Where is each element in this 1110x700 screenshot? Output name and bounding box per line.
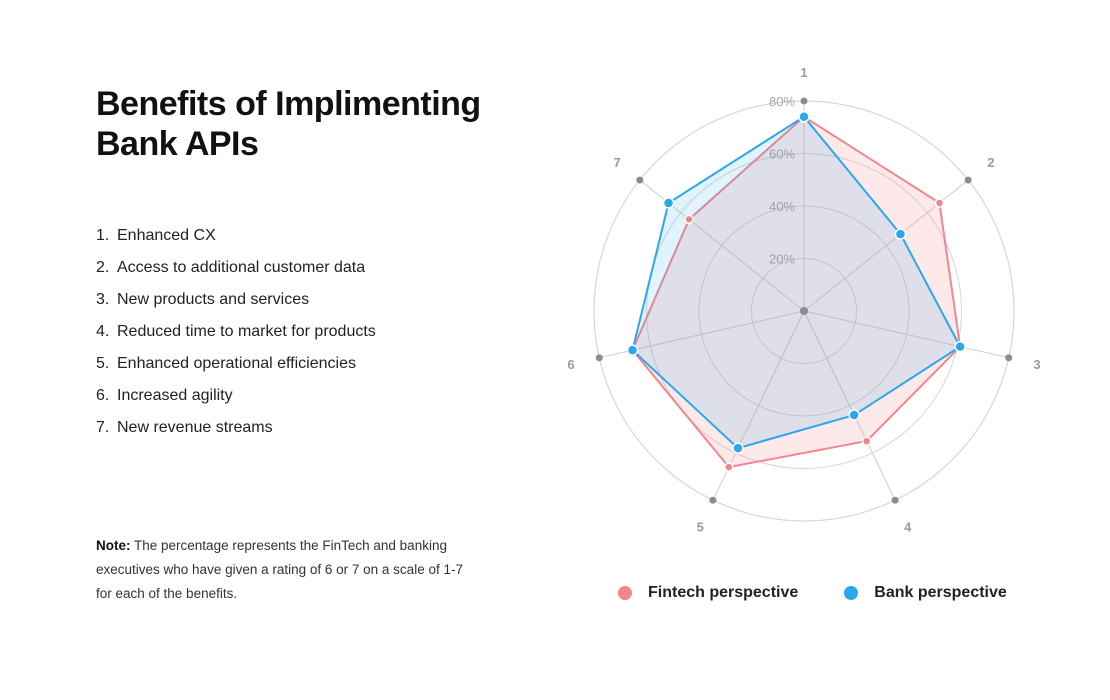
legend-swatch-fintech (618, 586, 632, 600)
ring-label: 60% (769, 147, 795, 162)
legend-label-bank: Bank perspective (874, 584, 1007, 601)
data-point-bank (894, 228, 907, 240)
radar-chart: 20% 40% 60% 80% 1 2 3 4 5 6 7 (567, 65, 1040, 534)
benefits-list: 1. Enhanced CX 2. Access to additional cus… (96, 224, 376, 448)
benefit-label: Increased agility (117, 387, 233, 404)
page-title: Benefits of Implimenting Bank APIs (96, 85, 481, 163)
data-point-bank (798, 111, 810, 123)
benefit-item: 1. Enhanced CX (96, 224, 376, 256)
data-point-fintech (724, 462, 734, 472)
benefit-label: New products and services (117, 291, 310, 308)
data-point-bank (662, 197, 675, 209)
axis-label: 1 (800, 65, 807, 80)
axis-label: 3 (1033, 357, 1040, 372)
benefit-item: 7. New revenue streams (96, 416, 376, 448)
data-point-fintech (861, 436, 872, 446)
axis-tip-dot (709, 496, 717, 504)
center-dot (800, 307, 808, 315)
data-point-bank (732, 442, 744, 454)
series-area-fintech (631, 115, 962, 469)
axis-spoke (803, 310, 896, 501)
chart-legend: Fintech perspective Bank perspective (618, 584, 1053, 602)
benefit-label: Enhanced CX (117, 227, 216, 244)
axis-spoke (803, 310, 1009, 359)
benefit-number: 3. (96, 291, 110, 308)
benefit-number: 7. (96, 419, 110, 436)
legend-item-bank: Bank perspective (844, 584, 1007, 602)
axis-label: 6 (567, 357, 574, 372)
axis-tip-dot (636, 176, 644, 184)
benefit-number: 2. (96, 259, 110, 276)
ring-label: 20% (769, 252, 795, 267)
ring-label: 80% (769, 94, 795, 109)
note-text: The percentage represents the FinTech an… (96, 538, 463, 601)
legend-item-fintech: Fintech perspective (618, 584, 798, 602)
series-area-bank (631, 115, 962, 450)
benefit-number: 5. (96, 355, 110, 372)
axis-label: 5 (697, 519, 704, 534)
benefit-item: 3. New products and services (96, 288, 376, 320)
axis-label: 2 (987, 155, 994, 170)
benefit-label: Enhanced operational efficiencies (117, 355, 356, 372)
benefit-item: 2. Access to additional customer data (96, 256, 376, 288)
benefit-item: 4. Reduced time to market for products (96, 320, 376, 352)
legend-swatch-bank (844, 586, 859, 600)
axis-tip-dot (964, 176, 972, 184)
footnote: Note: The percentage represents the FinT… (96, 534, 476, 606)
data-point-bank (954, 340, 966, 353)
data-point-bank (848, 409, 860, 421)
axis-tip-dot (891, 496, 899, 504)
axis-label: 4 (904, 519, 912, 534)
benefit-label: Reduced time to market for products (117, 323, 376, 340)
data-point-fintech (934, 198, 945, 208)
benefit-item: 5. Enhanced operational efficiencies (96, 352, 376, 384)
benefit-number: 6. (96, 387, 110, 404)
legend-label-fintech: Fintech perspective (648, 584, 799, 601)
benefit-number: 4. (96, 323, 110, 340)
ring-label: 40% (769, 199, 795, 214)
benefit-label: Access to additional customer data (117, 259, 366, 276)
data-point-fintech (684, 214, 694, 225)
axis-tip-dot (800, 97, 808, 105)
data-point-bank (626, 344, 639, 356)
note-label: Note: (96, 538, 131, 553)
benefit-item: 6. Increased agility (96, 384, 376, 416)
benefit-number: 1. (96, 227, 110, 244)
benefit-label: New revenue streams (117, 419, 273, 436)
axis-tip-dot (595, 354, 603, 362)
axis-tip-dot (1005, 354, 1013, 362)
axis-label: 7 (614, 155, 621, 170)
